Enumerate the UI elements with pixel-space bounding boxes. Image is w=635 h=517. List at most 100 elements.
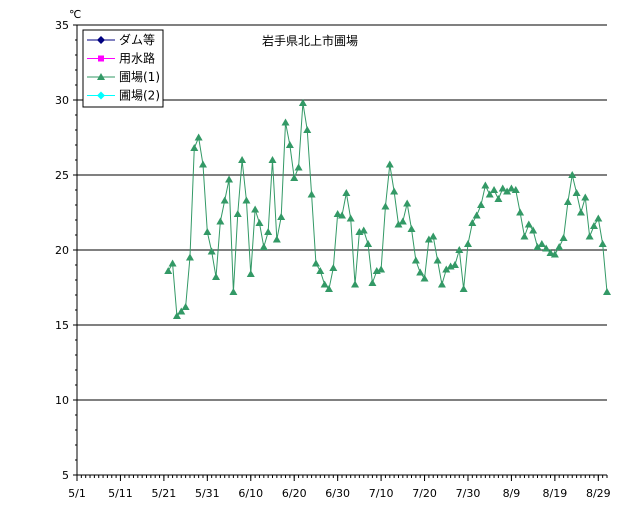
data-point: [203, 228, 212, 235]
data-point: [255, 219, 264, 226]
data-point: [294, 163, 303, 171]
legend-label-1: 用水路: [119, 51, 155, 66]
x-tick-label-5/21: 5/21: [152, 487, 177, 500]
data-point: [212, 273, 221, 280]
x-tick-label-5/11: 5/11: [108, 487, 133, 500]
data-point: [181, 303, 190, 310]
data-point: [603, 288, 611, 295]
data-point: [172, 312, 181, 319]
data-point: [164, 267, 173, 274]
legend-label-3: 圃場(2): [119, 89, 160, 103]
data-point: [585, 232, 594, 240]
data-point: [285, 141, 294, 148]
data-point: [316, 267, 325, 274]
data-point: [385, 160, 394, 168]
data-point: [190, 144, 199, 151]
data-point: [537, 240, 546, 247]
data-point: [459, 285, 468, 292]
data-point: [563, 198, 572, 205]
data-point: [277, 213, 286, 220]
x-tick-label-6/30: 6/30: [325, 487, 350, 500]
data-point: [416, 268, 425, 276]
data-point: [177, 307, 186, 315]
y-tick-label-15: 15: [55, 319, 69, 332]
data-point: [320, 280, 329, 288]
data-point: [494, 195, 503, 202]
data-point: [368, 279, 377, 286]
data-point: [463, 240, 472, 247]
data-point: [377, 265, 386, 273]
data-point: [220, 196, 229, 204]
data-point: [424, 235, 433, 243]
data-point: [185, 253, 194, 261]
data-point: [472, 211, 481, 219]
data-point: [477, 201, 486, 208]
data-point: [598, 240, 607, 247]
x-tick-label-8/19: 8/19: [543, 487, 568, 500]
data-point: [520, 232, 529, 240]
legend-marker-3: [97, 91, 105, 100]
y-tick-labels: 5 10 15 20 25 30 35: [55, 19, 69, 482]
data-point: [259, 243, 268, 250]
x-tick-labels: 5/1 5/11 5/21 5/31 6/10 6/20 6/30 7/10 7/20 7/30 8…: [68, 487, 611, 500]
data-point: [246, 270, 255, 277]
legend-box: [82, 29, 164, 108]
data-point: [511, 186, 520, 193]
data-point: [529, 226, 538, 234]
data-point: [225, 175, 234, 183]
data-point: [333, 210, 342, 217]
data-point: [329, 264, 338, 271]
x-tick-label-7/30: 7/30: [456, 487, 481, 500]
y-tick-label-5: 5: [62, 469, 69, 482]
data-point: [251, 205, 260, 213]
data-point: [238, 156, 247, 163]
data-point: [351, 280, 360, 288]
data-point: [437, 280, 446, 288]
data-point: [498, 184, 507, 192]
y-tick-label-35: 35: [55, 19, 69, 32]
x-tick-label-5/1: 5/1: [68, 487, 86, 500]
grid-lines: [77, 24, 607, 401]
data-point: [342, 189, 351, 196]
legend-label-2: 圃場(1): [119, 70, 160, 84]
data-point: [550, 250, 559, 258]
axes: [73, 24, 608, 481]
data-point: [594, 214, 603, 222]
data-point: [394, 220, 403, 228]
data-point: [411, 256, 420, 264]
data-point: [229, 288, 238, 295]
data-point: [194, 133, 203, 141]
data-point: [281, 118, 290, 126]
data-point: [442, 265, 451, 273]
data-point: [233, 210, 242, 217]
data-point: [346, 214, 355, 222]
data-point: [398, 217, 407, 225]
x-tick-label-6/20: 6/20: [282, 487, 307, 500]
data-point: [568, 171, 577, 178]
data-point: [455, 246, 464, 253]
x-tick-label-5/31: 5/31: [195, 487, 220, 500]
data-point: [290, 174, 299, 181]
data-point: [272, 235, 281, 243]
legend-marker-1: [98, 55, 104, 62]
data-point: [403, 199, 412, 207]
data-point: [268, 156, 277, 163]
data-point: [524, 220, 533, 228]
data-point: [338, 211, 346, 219]
data-point: [589, 222, 598, 229]
data-point: [485, 190, 494, 198]
data-point: [242, 196, 251, 204]
data-point: [364, 240, 373, 247]
data-point: [546, 249, 555, 256]
data-point: [481, 181, 490, 189]
series-2: [164, 99, 611, 319]
x-tick-label-7/20: 7/20: [412, 487, 437, 500]
x-tick-label-8/9: 8/9: [503, 487, 521, 500]
x-tick-label-7/10: 7/10: [369, 487, 394, 500]
data-point: [450, 261, 459, 268]
data-point: [198, 160, 207, 168]
y-axis-label: ℃: [69, 8, 81, 21]
data-point: [407, 225, 416, 232]
